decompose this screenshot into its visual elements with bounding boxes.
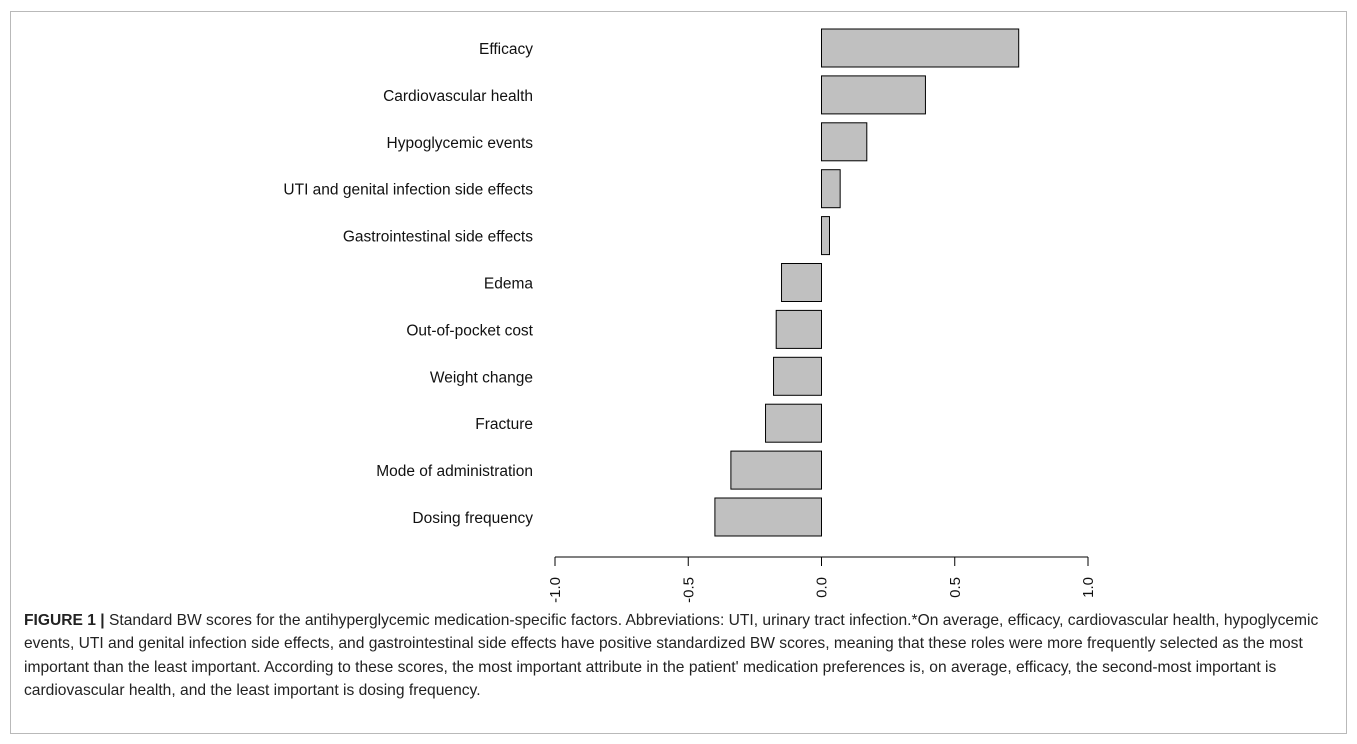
category-labels: Efficacy Cardiovascular health Hypoglycemi… xyxy=(283,41,533,527)
category-label: Dosing frequency xyxy=(412,510,533,527)
x-tick-label: -0.5 xyxy=(680,577,697,603)
category-label: Mode of administration xyxy=(376,463,533,480)
category-label: Hypoglycemic events xyxy=(387,135,534,152)
x-tick-label: 0.5 xyxy=(947,577,964,598)
category-label: Fracture xyxy=(475,416,533,433)
bar-mode-of-administration xyxy=(731,451,822,489)
bar-out-of-pocket-cost xyxy=(776,310,821,348)
category-label: Out-of-pocket cost xyxy=(406,322,533,339)
bar-weight-change xyxy=(774,357,822,395)
x-axis: -1.0 -0.5 0.0 0.5 1.0 xyxy=(547,557,1097,603)
bar-edema xyxy=(782,264,822,302)
category-label: Weight change xyxy=(430,369,533,386)
x-tick-label: -1.0 xyxy=(547,577,564,603)
category-label: Edema xyxy=(484,276,533,293)
category-label: UTI and genital infection side effects xyxy=(283,182,533,199)
category-label: Efficacy xyxy=(479,41,533,58)
figure-caption: FIGURE 1 | Standard BW scores for the an… xyxy=(24,609,1334,703)
bar-gastrointestinal-side-effects xyxy=(822,217,830,255)
bar-hypoglycemic-events xyxy=(822,123,867,161)
category-label: Gastrointestinal side effects xyxy=(343,229,533,246)
figure-label: FIGURE 1 | xyxy=(24,612,105,629)
category-label: Cardiovascular health xyxy=(383,88,533,105)
x-tick-label: 0.0 xyxy=(814,577,831,598)
bar-dosing-frequency xyxy=(715,498,822,536)
bar-cardiovascular-health xyxy=(822,76,926,114)
bars-group xyxy=(715,29,1019,536)
x-tick-label: 1.0 xyxy=(1080,577,1097,598)
caption-text: Standard BW scores for the antihyperglyc… xyxy=(24,612,1318,699)
bar-chart: Efficacy Cardiovascular health Hypoglycemi… xyxy=(0,0,1357,610)
bar-uti-and-genital-infection-side-effects xyxy=(822,170,841,208)
bar-efficacy xyxy=(822,29,1019,67)
bar-fracture xyxy=(766,404,822,442)
